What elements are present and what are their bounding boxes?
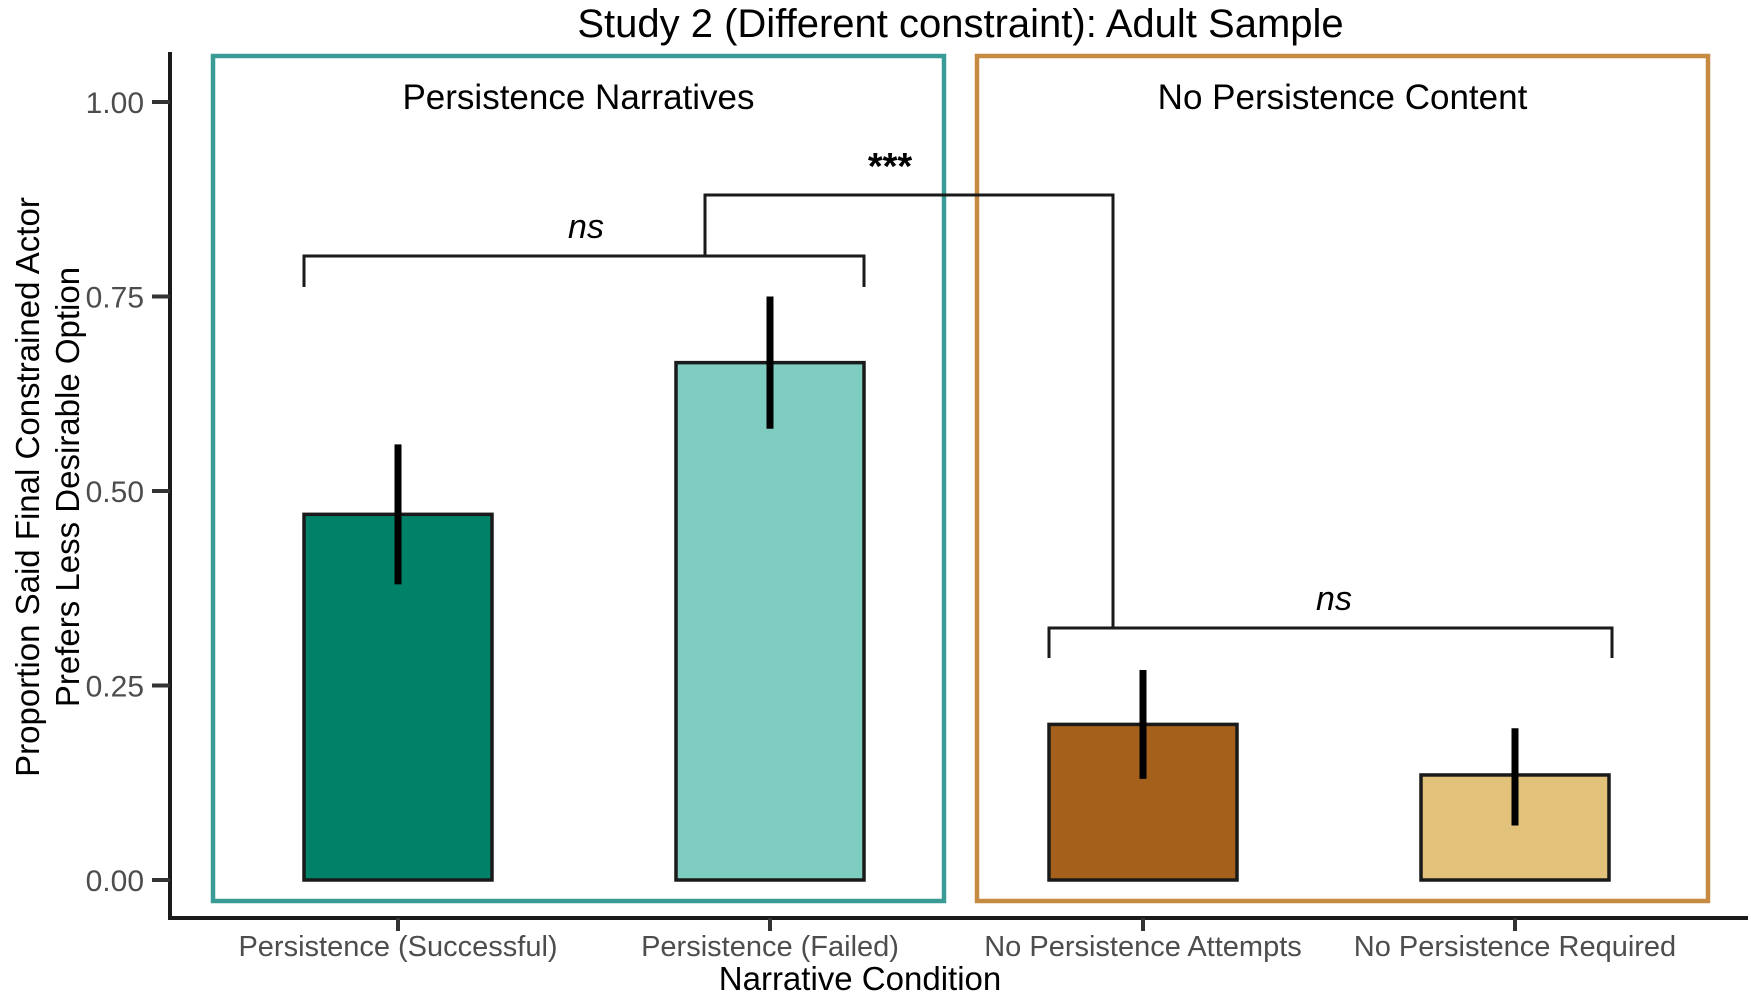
x-category-label: Persistence (Successful) [238, 931, 557, 963]
y-tick-label: 1.00 [86, 87, 144, 120]
x-category-label: No Persistence Attempts [984, 931, 1302, 963]
significance-label-stars: *** [867, 146, 913, 188]
y-axis-title: Proportion Said Final Constrained Actor … [9, 197, 87, 777]
significance-label-ns-right: ns [1316, 580, 1352, 618]
y-tick-label: 0.25 [86, 671, 144, 704]
significance-label-ns-left: ns [568, 208, 604, 246]
y-tick-label: 0.75 [86, 282, 144, 315]
group-label-no-persistence-content: No Persistence Content [1157, 78, 1528, 117]
y-tick-label: 0.00 [86, 865, 144, 898]
x-axis-title: Narrative Condition [718, 960, 1002, 997]
x-category-label: No Persistence Required [1354, 931, 1676, 963]
group-label-persistence-narratives: Persistence Narratives [402, 78, 755, 117]
bar-2 [674, 360, 866, 882]
group-box-2 [974, 53, 1711, 904]
x-category-label: Persistence (Failed) [641, 931, 899, 963]
significance-bracket-2 [703, 193, 1115, 628]
significance-bracket-1 [302, 254, 866, 287]
significance-bracket-3 [1047, 626, 1614, 658]
group-box-1 [210, 53, 947, 904]
y-tick-label: 0.50 [86, 476, 144, 509]
chart-title: Study 2 (Different constraint): Adult Sa… [577, 2, 1344, 46]
